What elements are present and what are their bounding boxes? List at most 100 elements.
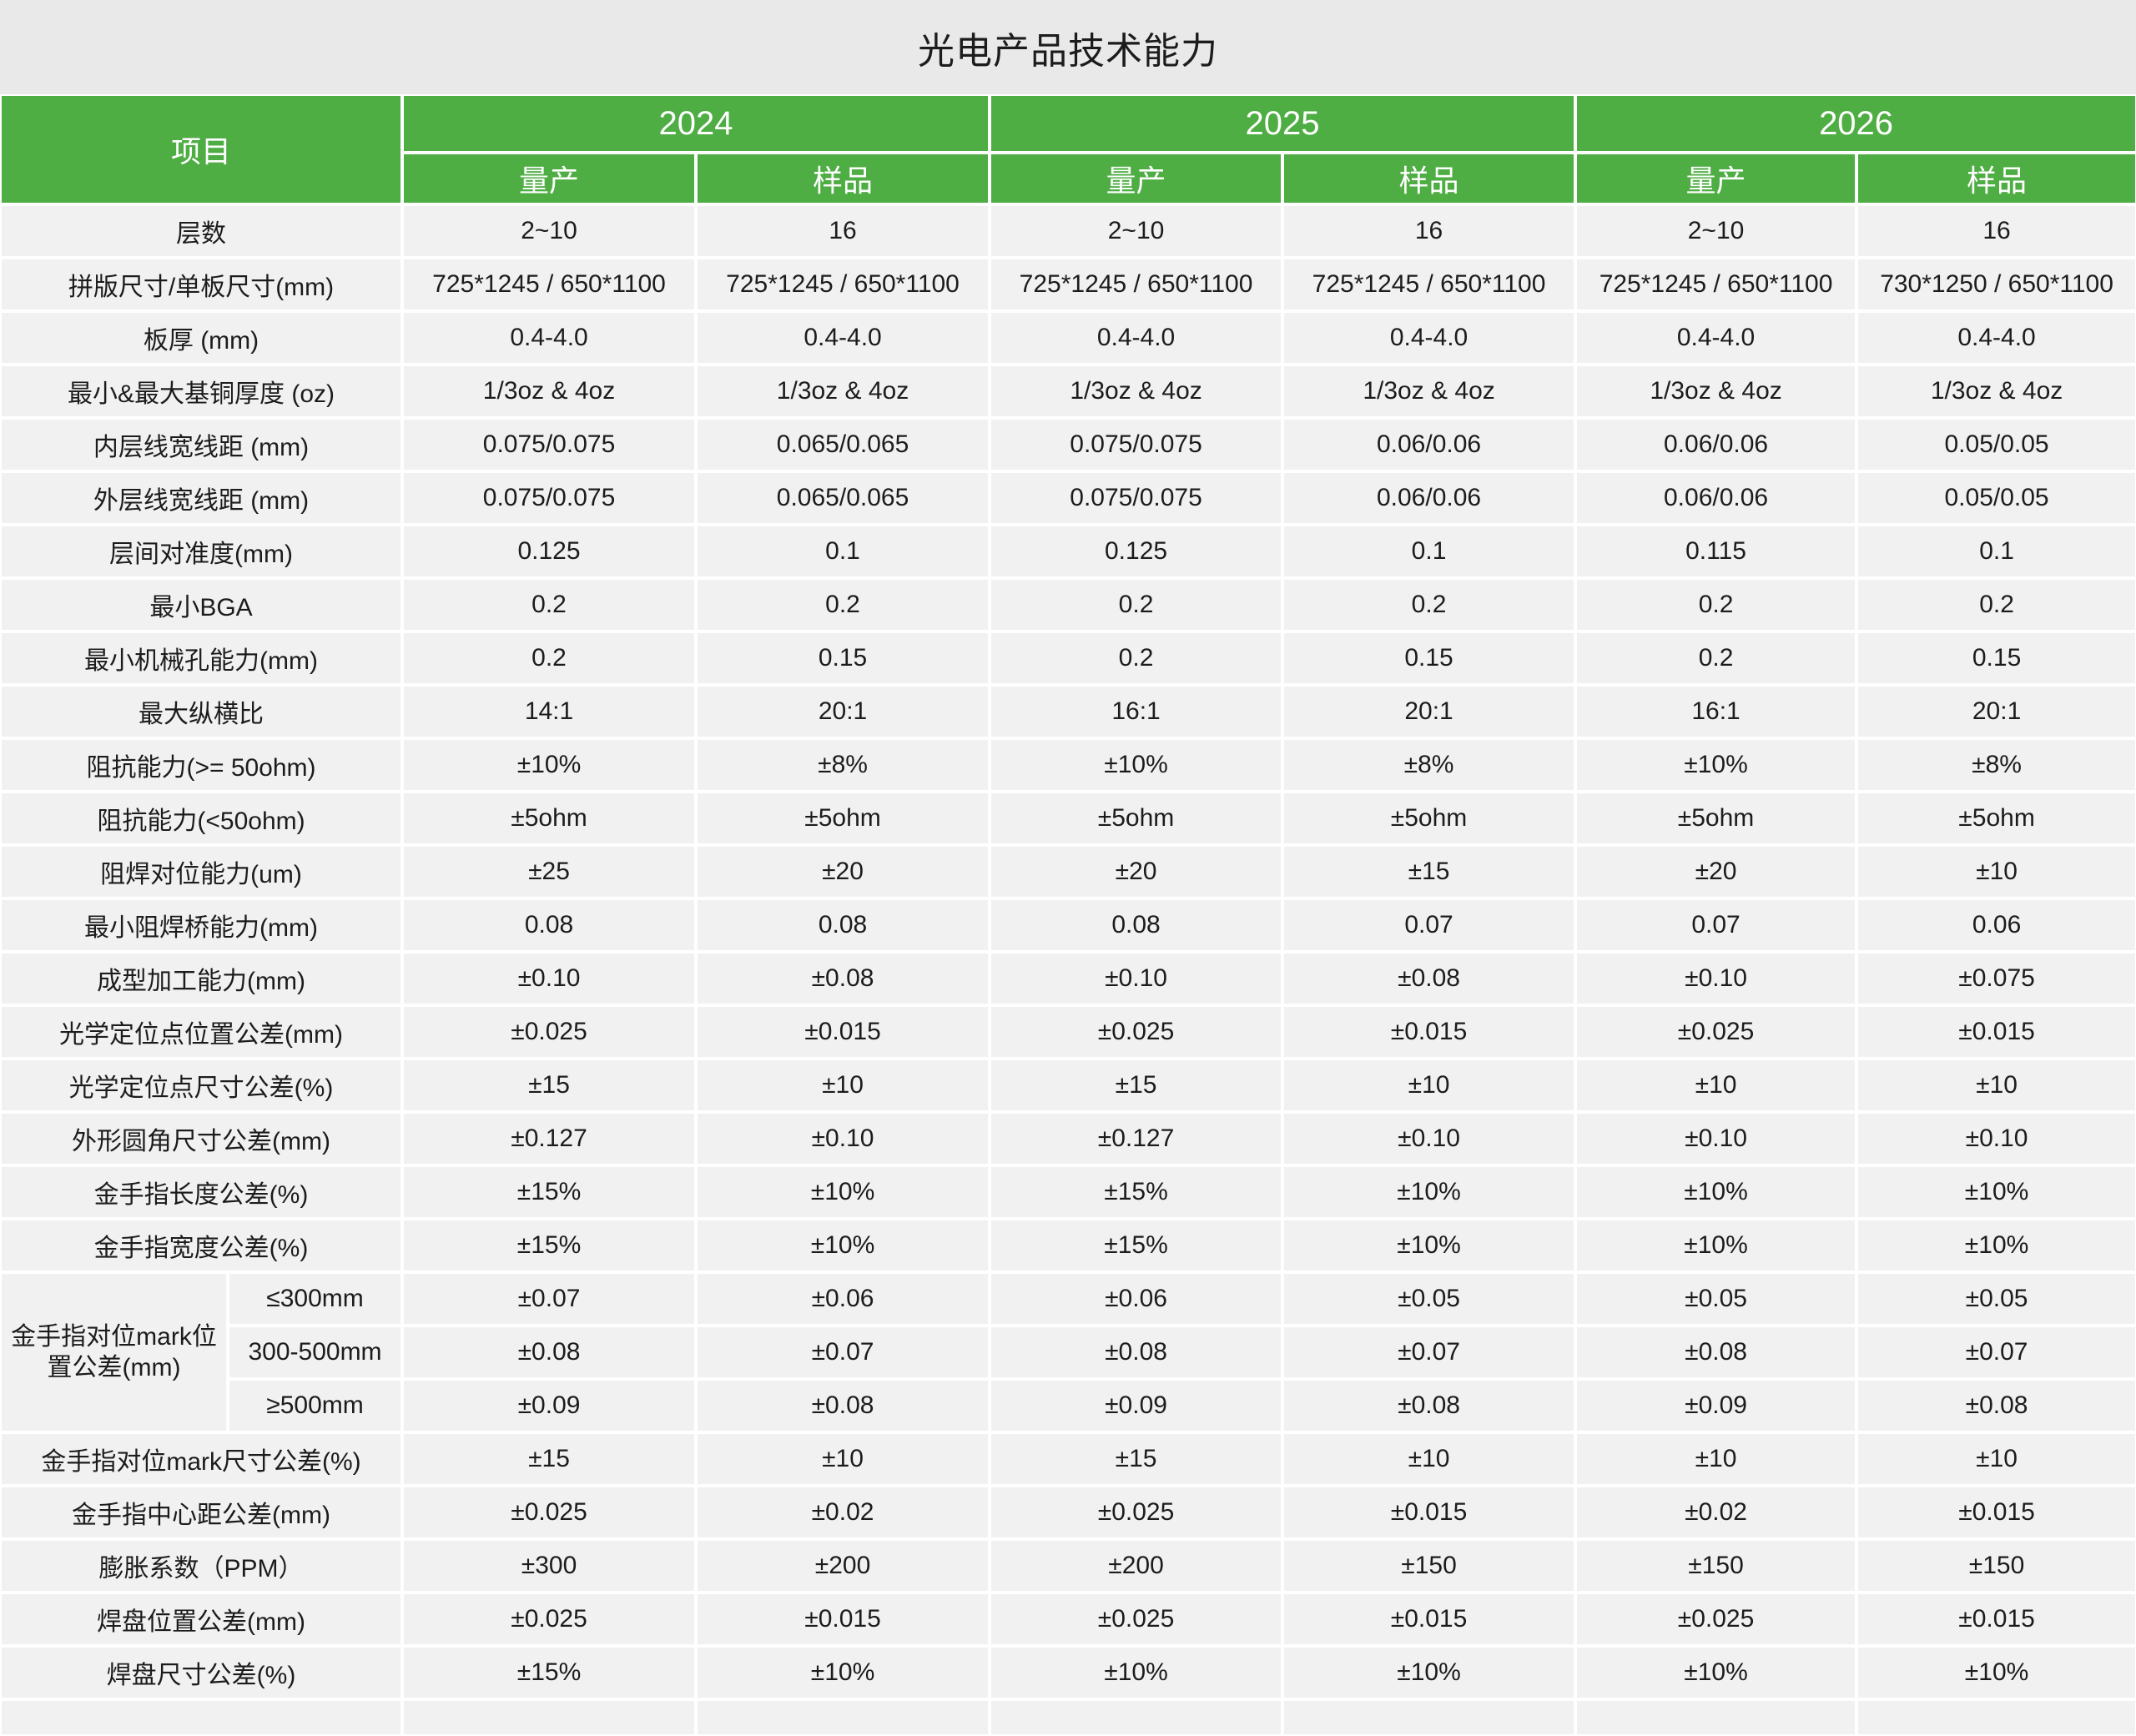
cell: ±0.09 — [402, 1379, 697, 1432]
cell: ±0.07 — [1282, 1326, 1576, 1379]
row-label: 阻抗能力(<50ohm) — [0, 792, 403, 845]
cell: ±10 — [1282, 1432, 1576, 1486]
cell: 0.15 — [1856, 632, 2136, 685]
cell: 0.4-4.0 — [696, 311, 990, 365]
cell: ±0.08 — [1282, 952, 1576, 1005]
cell: 1/3oz & 4oz — [1575, 365, 1857, 418]
cell: 0.06 — [1856, 898, 2136, 952]
cell: ±0.05 — [1856, 1272, 2136, 1326]
cell: ±0.025 — [990, 1593, 1283, 1646]
cell: ±0.025 — [402, 1593, 697, 1646]
table-row: 金手指对位mark位置公差(mm) ≤300mm ±0.07 ±0.06 ±0.06 ±0… — [0, 1272, 2136, 1432]
row-label: 最大纵横比 — [0, 685, 403, 738]
cell: 0.125 — [402, 525, 697, 578]
table-row: 层间对准度(mm) 0.125 0.1 0.125 0.1 0.115 0.1 — [0, 525, 2136, 578]
cell: 0.065/0.065 — [696, 471, 990, 525]
cell: ±0.02 — [1575, 1486, 1857, 1539]
cell: ±20 — [1575, 845, 1857, 898]
row-label: 焊盘位置公差(mm) — [0, 1593, 403, 1646]
header-item: 项目 — [0, 94, 403, 204]
cell — [1282, 1699, 1576, 1736]
cell: ±10% — [696, 1219, 990, 1272]
table-row: 层数 2~10 16 2~10 16 2~10 16 — [0, 204, 2136, 258]
cell: ±0.05 — [1575, 1272, 1857, 1326]
cell: ±200 — [990, 1539, 1283, 1593]
cell: 0.075/0.075 — [402, 471, 697, 525]
row-label: 拼版尺寸/单板尺寸(mm) — [0, 258, 403, 311]
table-row: 内层线宽线距 (mm) 0.075/0.075 0.065/0.065 0.075/0… — [0, 418, 2136, 471]
cell: 2~10 — [402, 204, 697, 258]
cell: ±0.025 — [402, 1005, 697, 1059]
cell: ±150 — [1282, 1539, 1576, 1593]
cell: ±20 — [696, 845, 990, 898]
row-label: 阻抗能力(>= 50ohm) — [0, 738, 403, 792]
cell: ±5ohm — [402, 792, 697, 845]
cell: 0.115 — [1575, 525, 1857, 578]
row-sub-label: ≥500mm — [228, 1379, 403, 1432]
cell: ±0.08 — [402, 1326, 697, 1379]
cell: ±5ohm — [1282, 792, 1576, 845]
cell: ±0.025 — [402, 1486, 697, 1539]
cell: ±15% — [402, 1646, 697, 1699]
cell: 0.125 — [990, 525, 1283, 578]
table-row: 300-500mm ±0.08 ±0.07 ±0.08 ±0.07 ±0.08 ±0.07 — [0, 1326, 2136, 1379]
cell: 0.05/0.05 — [1856, 418, 2136, 471]
cell: 0.4-4.0 — [1575, 311, 1857, 365]
cell: ±15 — [402, 1059, 697, 1112]
cell: ±0.025 — [1575, 1005, 1857, 1059]
row-label: 最小&最大基铜厚度 (oz) — [0, 365, 403, 418]
cell: ±15 — [990, 1432, 1283, 1486]
cell: 0.2 — [402, 578, 697, 632]
cell: 20:1 — [1282, 685, 1576, 738]
cell: ±0.015 — [696, 1005, 990, 1059]
cell: ±0.015 — [1856, 1005, 2136, 1059]
cell: 725*1245 / 650*1100 — [1575, 258, 1857, 311]
table-row: 外形圆角尺寸公差(mm) ±0.127 ±0.10 ±0.127 ±0.10 ±0.10 ±… — [0, 1112, 2136, 1165]
cell: 0.15 — [696, 632, 990, 685]
cell: 725*1245 / 650*1100 — [696, 258, 990, 311]
row-label: 最小机械孔能力(mm) — [0, 632, 403, 685]
cell: ±0.015 — [1856, 1593, 2136, 1646]
cell: ±15 — [402, 1432, 697, 1486]
cell: ±0.07 — [402, 1272, 697, 1326]
cell: ±0.10 — [1575, 952, 1857, 1005]
cell: ±10 — [1282, 1059, 1576, 1112]
cell: 0.4-4.0 — [1282, 311, 1576, 365]
row-label: 层间对准度(mm) — [0, 525, 403, 578]
row-sub-label: 300-500mm — [228, 1326, 403, 1379]
row-label: 板厚 (mm) — [0, 311, 403, 365]
table-row: 膨胀系数（PPM） ±300 ±200 ±200 ±150 ±150 ±150 — [0, 1539, 2136, 1593]
cell: 16:1 — [1575, 685, 1857, 738]
table-row: 焊盘位置公差(mm) ±0.025 ±0.015 ±0.025 ±0.015 ±0.025… — [0, 1593, 2136, 1646]
table-row: 最小BGA 0.2 0.2 0.2 0.2 0.2 0.2 — [0, 578, 2136, 632]
cell: ±0.10 — [696, 1112, 990, 1165]
cell: ±0.015 — [1282, 1005, 1576, 1059]
header-2024-sample: 样品 — [696, 153, 990, 204]
cell: 1/3oz & 4oz — [990, 365, 1283, 418]
cell: 20:1 — [1856, 685, 2136, 738]
cell: 725*1245 / 650*1100 — [402, 258, 697, 311]
cell: ±0.127 — [990, 1112, 1283, 1165]
cell: 0.2 — [1575, 632, 1857, 685]
cell: ±10% — [1856, 1219, 2136, 1272]
table-row: 金手指宽度公差(%) ±15% ±10% ±15% ±10% ±10% ±10% — [0, 1219, 2136, 1272]
cell: 0.07 — [1282, 898, 1576, 952]
row-label: 金手指长度公差(%) — [0, 1165, 403, 1219]
capability-table: 项目 2024 2025 2026 量产 样品 量产 样品 量产 样品 层数 2~… — [0, 94, 2136, 1736]
cell: ±10 — [696, 1432, 990, 1486]
header-2025-massprod: 量产 — [990, 153, 1283, 204]
cell: ±10 — [1575, 1432, 1857, 1486]
cell: 0.2 — [990, 632, 1283, 685]
cell: ±15% — [990, 1219, 1283, 1272]
cell: ±0.015 — [696, 1593, 990, 1646]
table-row: 成型加工能力(mm) ±0.10 ±0.08 ±0.10 ±0.08 ±0.10 ±0.07… — [0, 952, 2136, 1005]
table-row: 焊盘尺寸公差(%) ±15% ±10% ±10% ±10% ±10% ±10% — [0, 1646, 2136, 1699]
header-2024-massprod: 量产 — [402, 153, 697, 204]
header-year-2025: 2025 — [990, 94, 1576, 153]
cell — [1575, 1699, 1857, 1736]
cell: ±0.08 — [1856, 1379, 2136, 1432]
cell: ±0.08 — [696, 1379, 990, 1432]
cell: 0.1 — [1282, 525, 1576, 578]
cell: ±150 — [1575, 1539, 1857, 1593]
row-sub-label: ≤300mm — [228, 1272, 403, 1326]
